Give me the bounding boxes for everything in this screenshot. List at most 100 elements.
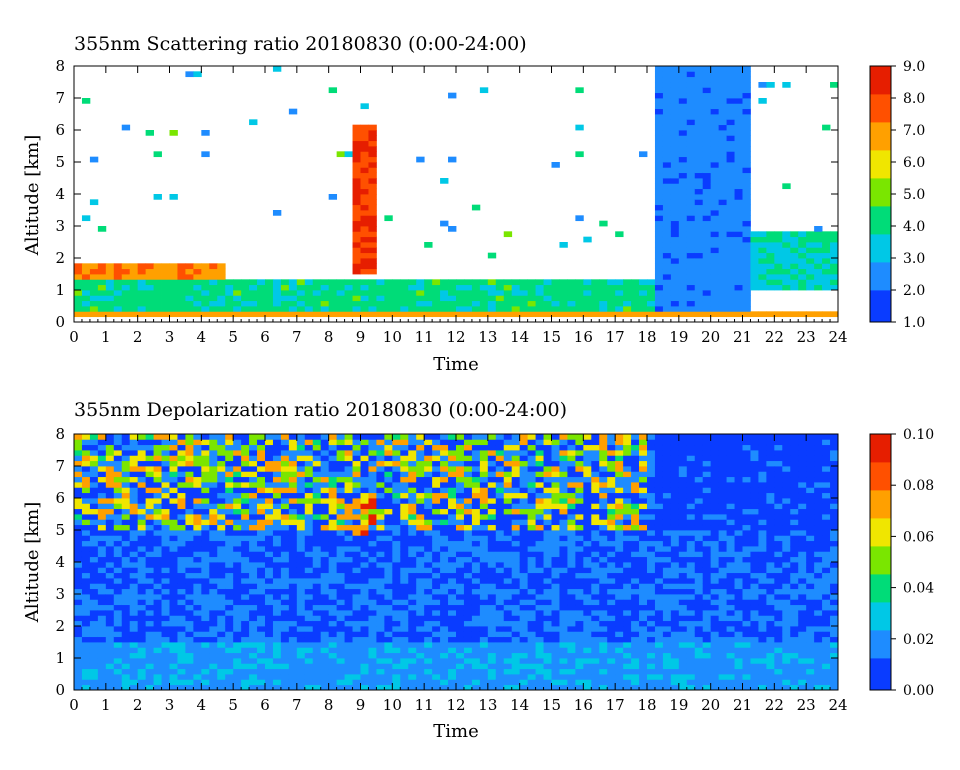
heatmap-cell bbox=[360, 663, 369, 670]
heatmap-cell bbox=[527, 498, 536, 504]
heatmap-cell bbox=[97, 514, 107, 520]
heatmap-cell bbox=[209, 306, 218, 312]
heatmap-cell bbox=[575, 306, 584, 312]
heatmap-cell bbox=[249, 668, 258, 675]
heatmap-cell bbox=[225, 514, 234, 520]
heatmap-cell bbox=[726, 199, 735, 206]
heatmap-cell bbox=[615, 231, 624, 238]
heatmap-cell bbox=[543, 679, 552, 686]
heatmap-cell bbox=[121, 594, 131, 600]
heatmap-cell bbox=[607, 594, 616, 600]
heatmap-cell bbox=[670, 263, 680, 270]
heatmap-cell bbox=[567, 530, 576, 536]
heatmap-cell bbox=[432, 519, 441, 526]
heatmap-cell bbox=[169, 546, 178, 552]
heatmap-cell bbox=[137, 514, 147, 520]
heatmap-cell bbox=[201, 503, 210, 510]
heatmap-cell bbox=[726, 236, 735, 243]
heatmap-cell bbox=[710, 236, 720, 243]
heatmap-cell bbox=[257, 439, 266, 446]
heatmap-cell bbox=[432, 460, 441, 467]
heatmap-cell bbox=[312, 620, 322, 627]
heatmap-cell bbox=[153, 290, 162, 296]
heatmap-cell bbox=[209, 556, 218, 563]
heatmap-cell bbox=[440, 466, 449, 472]
heatmap-cell bbox=[105, 583, 115, 590]
heatmap-cell bbox=[145, 519, 154, 526]
heatmap-cell bbox=[591, 471, 600, 478]
heatmap-cell bbox=[416, 567, 425, 574]
heatmap-cell bbox=[591, 455, 600, 462]
heatmap-cell bbox=[471, 562, 481, 568]
heatmap-cell bbox=[456, 647, 465, 654]
heatmap-cell bbox=[81, 290, 91, 296]
heatmap-cell bbox=[662, 268, 672, 275]
heatmap-cell bbox=[320, 284, 330, 291]
heatmap-cell bbox=[424, 498, 433, 504]
heatmap-cell bbox=[686, 66, 696, 72]
heatmap-cell bbox=[201, 498, 210, 504]
heatmap-cell bbox=[153, 439, 162, 446]
heatmap-cell bbox=[392, 604, 401, 611]
heatmap-cell bbox=[249, 631, 258, 638]
heatmap-cell bbox=[448, 652, 457, 659]
heatmap-cell bbox=[654, 130, 664, 136]
heatmap-cell bbox=[105, 295, 115, 302]
heatmap-cell bbox=[487, 610, 497, 616]
heatmap-cell bbox=[822, 242, 831, 248]
colorbar-segment bbox=[870, 98, 891, 103]
heatmap-cell bbox=[105, 551, 115, 558]
heatmap-cell bbox=[352, 674, 361, 680]
heatmap-cell bbox=[392, 642, 401, 648]
heatmap-cell bbox=[726, 284, 735, 291]
heatmap-cell bbox=[400, 519, 409, 526]
heatmap-cell bbox=[615, 652, 624, 659]
heatmap-cell bbox=[89, 562, 99, 568]
heatmap-cell bbox=[360, 124, 369, 131]
heatmap-cell bbox=[169, 444, 178, 451]
heatmap-cell bbox=[193, 540, 202, 547]
heatmap-cell bbox=[432, 295, 441, 302]
heatmap-cell bbox=[217, 567, 226, 574]
heatmap-cell bbox=[177, 663, 186, 670]
heatmap-cell bbox=[312, 642, 322, 648]
heatmap-cell bbox=[233, 306, 242, 312]
heatmap-cell bbox=[583, 631, 592, 638]
heatmap-cell bbox=[416, 444, 425, 451]
heatmap-cell bbox=[456, 306, 465, 312]
heatmap-cell bbox=[535, 535, 544, 542]
heatmap-cell bbox=[440, 498, 449, 504]
heatmap-cell bbox=[384, 466, 393, 472]
heatmap-cell bbox=[543, 311, 552, 318]
heatmap-cell bbox=[304, 663, 314, 670]
heatmap-cell bbox=[615, 530, 624, 536]
heatmap-cell bbox=[440, 524, 449, 531]
colorbar-segment bbox=[870, 146, 891, 151]
heatmap-cell bbox=[97, 647, 107, 654]
heatmap-cell bbox=[424, 684, 433, 691]
heatmap-cell bbox=[591, 674, 600, 680]
heatmap-cell bbox=[304, 626, 314, 632]
heatmap-cell bbox=[734, 274, 743, 280]
heatmap-cell bbox=[392, 540, 401, 547]
heatmap-cell bbox=[272, 508, 282, 515]
heatmap-cell bbox=[408, 519, 417, 526]
heatmap-cell bbox=[384, 620, 393, 627]
heatmap-cell bbox=[304, 594, 314, 600]
heatmap-cell bbox=[718, 258, 727, 264]
heatmap-cell bbox=[384, 615, 393, 622]
y-axis-label: Altitude [km] bbox=[22, 135, 43, 257]
heatmap-cell bbox=[233, 450, 242, 456]
heatmap-cell bbox=[225, 668, 234, 675]
heatmap-cell bbox=[97, 226, 107, 232]
heatmap-cell bbox=[328, 300, 338, 307]
heatmap-cell bbox=[511, 471, 521, 478]
heatmap-cell bbox=[511, 652, 521, 659]
heatmap-cell bbox=[551, 668, 560, 675]
heatmap-cell bbox=[416, 652, 425, 659]
heatmap-cell bbox=[304, 610, 314, 616]
heatmap-cell bbox=[352, 679, 361, 686]
heatmap-cell bbox=[742, 215, 751, 222]
heatmap-cell bbox=[352, 684, 361, 691]
heatmap-cell bbox=[129, 604, 139, 611]
